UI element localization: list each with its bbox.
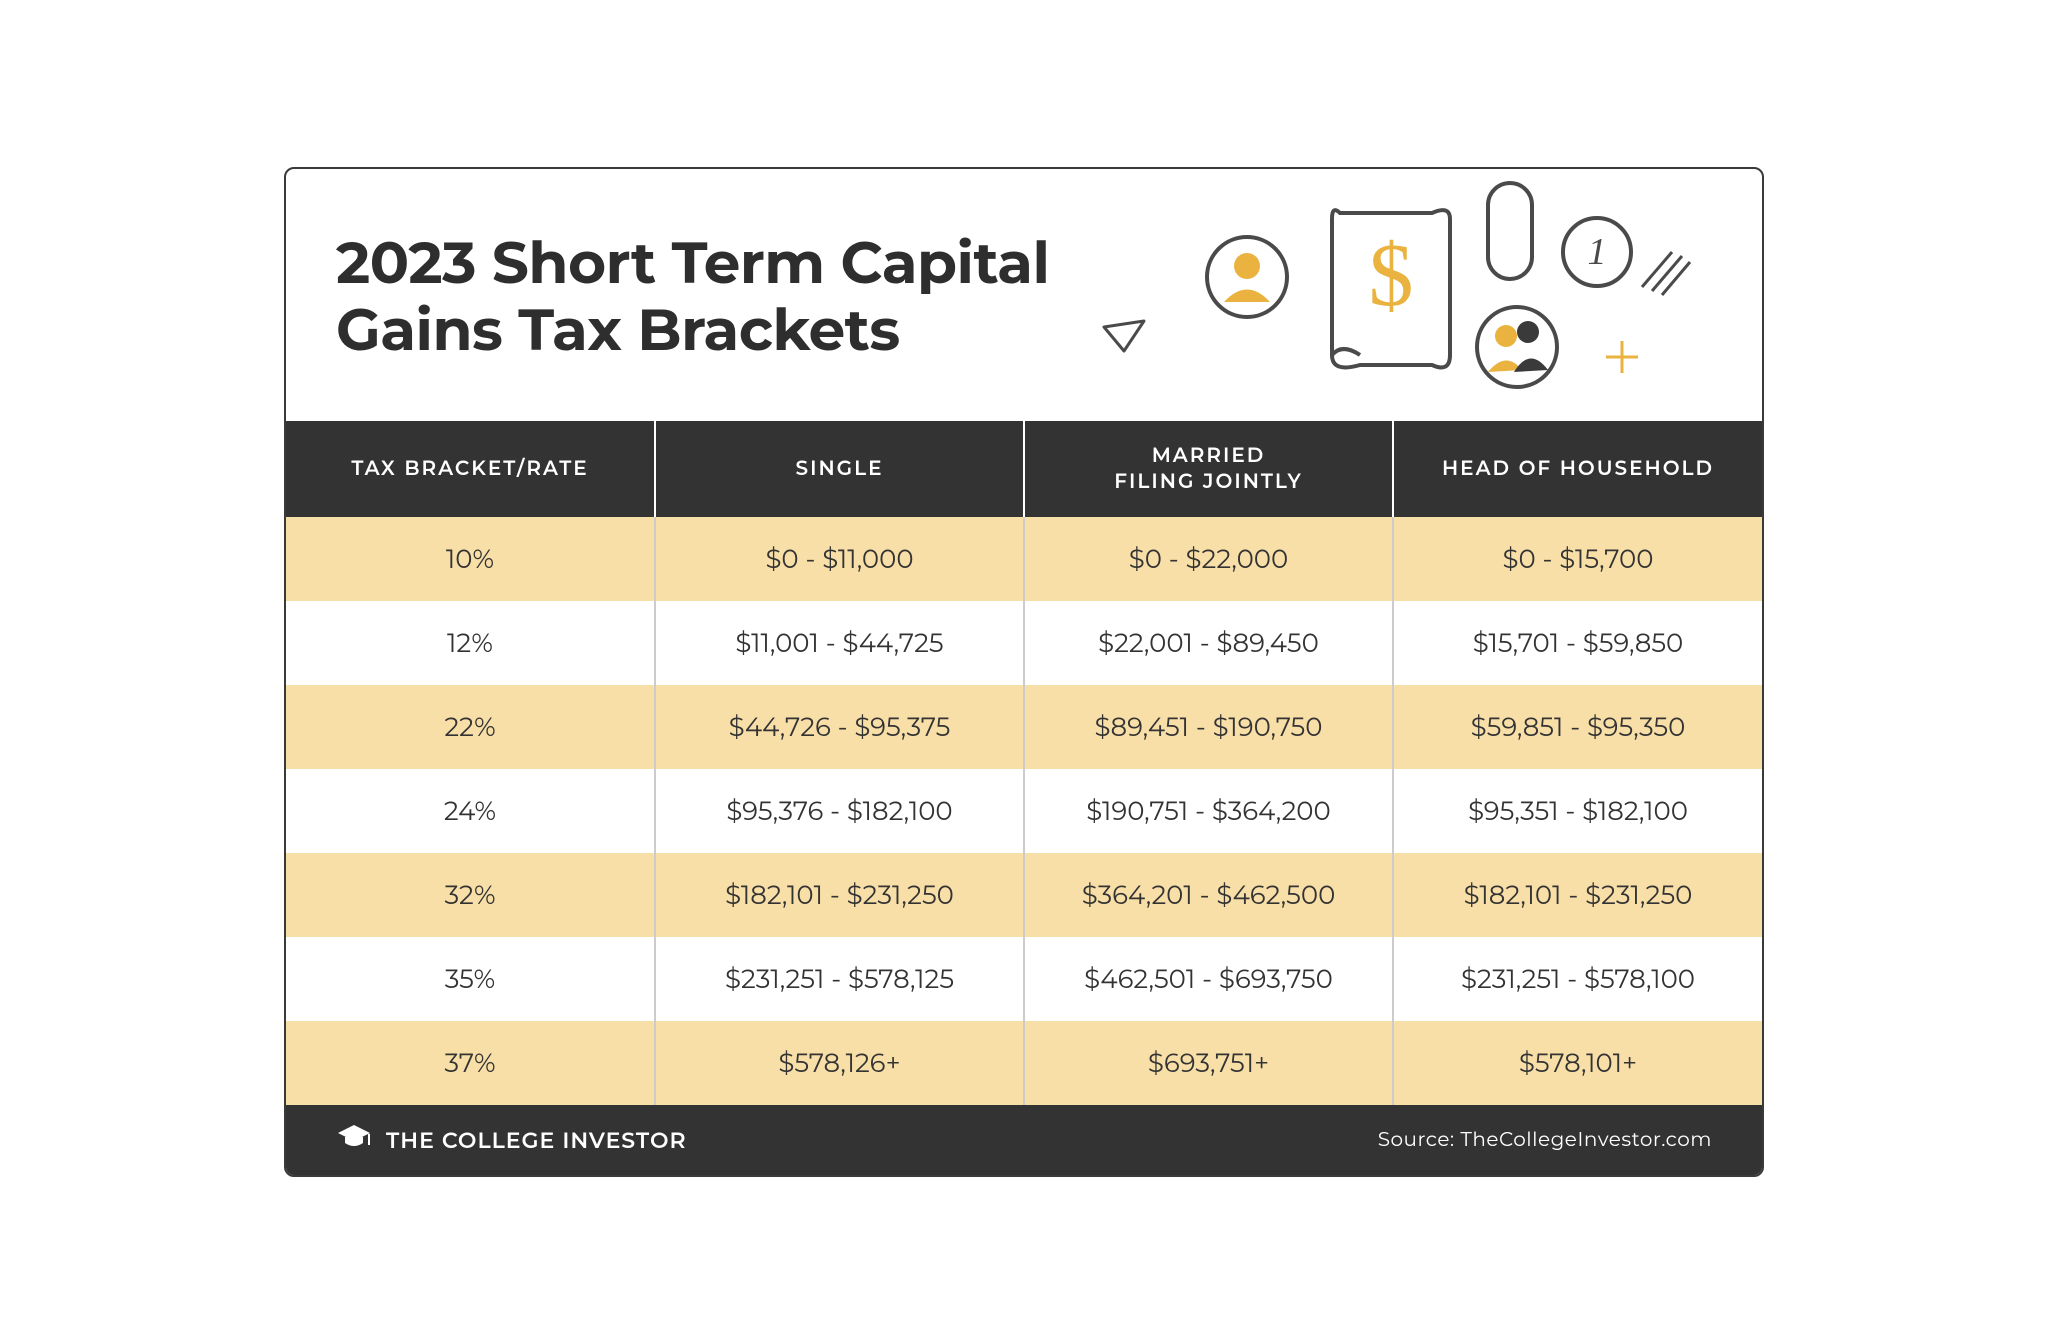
- col-header-hoh: HEAD OF HOUSEHOLD: [1393, 421, 1762, 517]
- table-cell: $0 - $15,700: [1393, 517, 1762, 601]
- table-row: 37%$578,126+$693,751+$578,101+: [286, 1021, 1762, 1105]
- col-header-rate: TAX BRACKET/RATE: [286, 421, 655, 517]
- infographic-card: 2023 Short Term CapitalGains Tax Bracket…: [284, 167, 1764, 1177]
- table-cell: 35%: [286, 937, 655, 1021]
- table-cell: $578,126+: [655, 1021, 1024, 1105]
- table-cell: $44,726 - $95,375: [655, 685, 1024, 769]
- table-cell: $231,251 - $578,100: [1393, 937, 1762, 1021]
- header: 2023 Short Term CapitalGains Tax Bracket…: [286, 169, 1762, 421]
- table-cell: 10%: [286, 517, 655, 601]
- table-row: 12%$11,001 - $44,725$22,001 - $89,450$15…: [286, 601, 1762, 685]
- tax-bracket-table: TAX BRACKET/RATE SINGLE MARRIEDFILING JO…: [286, 421, 1762, 1105]
- table-row: 22%$44,726 - $95,375$89,451 - $190,750$5…: [286, 685, 1762, 769]
- table-cell: $190,751 - $364,200: [1024, 769, 1393, 853]
- table-cell: $231,251 - $578,125: [655, 937, 1024, 1021]
- table-cell: $578,101+: [1393, 1021, 1762, 1105]
- table-row: 32%$182,101 - $231,250$364,201 - $462,50…: [286, 853, 1762, 937]
- table-cell: $0 - $22,000: [1024, 517, 1393, 601]
- col-header-married: MARRIEDFILING JOINTLY: [1024, 421, 1393, 517]
- table-cell: $182,101 - $231,250: [1393, 853, 1762, 937]
- table-header: TAX BRACKET/RATE SINGLE MARRIEDFILING JO…: [286, 421, 1762, 517]
- table-cell: 12%: [286, 601, 655, 685]
- page-title: 2023 Short Term CapitalGains Tax Bracket…: [336, 230, 1162, 363]
- table-cell: 37%: [286, 1021, 655, 1105]
- table-body: 10%$0 - $11,000$0 - $22,000$0 - $15,7001…: [286, 517, 1762, 1105]
- footer: THE COLLEGE INVESTOR Source: TheCollegeI…: [286, 1105, 1762, 1175]
- source-text: Source: TheCollegeInvestor.com: [1378, 1128, 1712, 1152]
- pill-icon: [1482, 177, 1538, 287]
- col-header-single: SINGLE: [655, 421, 1024, 517]
- table-row: 24%$95,376 - $182,100$190,751 - $364,200…: [286, 769, 1762, 853]
- svg-text:$: $: [1368, 226, 1413, 325]
- hatch-lines-icon: [1632, 247, 1692, 297]
- table-row: 10%$0 - $11,000$0 - $22,000$0 - $15,700: [286, 517, 1762, 601]
- table-cell: $462,501 - $693,750: [1024, 937, 1393, 1021]
- table-cell: $693,751+: [1024, 1021, 1393, 1105]
- table-cell: 22%: [286, 685, 655, 769]
- table-cell: $95,351 - $182,100: [1393, 769, 1762, 853]
- coin-one-icon: 1: [1557, 212, 1637, 292]
- table-cell: $22,001 - $89,450: [1024, 601, 1393, 685]
- brand-lockup: THE COLLEGE INVESTOR: [336, 1123, 687, 1157]
- table-row: 35%$231,251 - $578,125$462,501 - $693,75…: [286, 937, 1762, 1021]
- svg-text:1: 1: [1587, 231, 1606, 273]
- table-cell: $0 - $11,000: [655, 517, 1024, 601]
- table-cell: $95,376 - $182,100: [655, 769, 1024, 853]
- triangle-icon: [1102, 317, 1146, 355]
- table-cell: $11,001 - $44,725: [655, 601, 1024, 685]
- receipt-dollar-icon: $: [1312, 195, 1462, 385]
- graduation-cap-icon: [336, 1123, 372, 1157]
- person-circle-icon: [1202, 232, 1292, 322]
- header-illustration: $ 1: [1162, 207, 1712, 387]
- table-cell: $89,451 - $190,750: [1024, 685, 1393, 769]
- table-cell: $182,101 - $231,250: [655, 853, 1024, 937]
- table-cell: $364,201 - $462,500: [1024, 853, 1393, 937]
- couple-circle-icon: [1472, 302, 1562, 392]
- table-cell: $15,701 - $59,850: [1393, 601, 1762, 685]
- brand-text: THE COLLEGE INVESTOR: [386, 1127, 687, 1154]
- plus-icon: [1602, 337, 1642, 377]
- table-cell: 24%: [286, 769, 655, 853]
- table-cell: 32%: [286, 853, 655, 937]
- table-cell: $59,851 - $95,350: [1393, 685, 1762, 769]
